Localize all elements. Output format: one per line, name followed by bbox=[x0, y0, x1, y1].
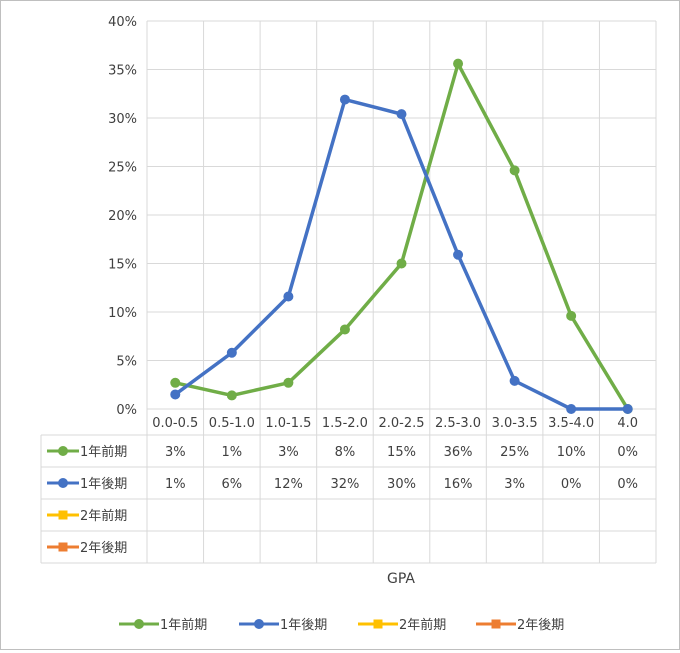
table-legend-key-marker bbox=[58, 478, 68, 488]
data-point bbox=[170, 389, 181, 400]
legend-item: 2年後期 bbox=[476, 618, 564, 633]
table-cell-value: 3% bbox=[278, 445, 299, 460]
y-tick-label: 35% bbox=[108, 64, 137, 79]
table-legend-key-marker bbox=[58, 542, 68, 552]
x-tick-label: 2.0-2.5 bbox=[378, 416, 424, 431]
data-point bbox=[396, 109, 407, 120]
x-tick-label: 3.0-3.5 bbox=[492, 416, 538, 431]
data-point bbox=[339, 94, 350, 105]
table-cell-value: 16% bbox=[444, 477, 473, 492]
legend-item: 2年前期 bbox=[358, 617, 446, 633]
x-tick-label: 4.0 bbox=[617, 416, 638, 431]
table-cell-value: 10% bbox=[557, 445, 586, 460]
table-cell-value: 0% bbox=[617, 477, 638, 492]
data-point bbox=[509, 375, 520, 386]
table-series-name: 1年前期 bbox=[80, 444, 127, 460]
legend-item: 1年後期 bbox=[239, 618, 327, 633]
legend-key-marker bbox=[134, 619, 144, 629]
series-line bbox=[173, 97, 630, 411]
data-point bbox=[453, 58, 464, 69]
table-series-name: 1年後期 bbox=[80, 477, 127, 492]
data-point bbox=[509, 165, 520, 176]
table-legend-key-marker bbox=[58, 510, 68, 520]
legend-key-marker bbox=[373, 619, 383, 629]
y-tick-label: 10% bbox=[108, 306, 137, 321]
table-cell-value: 1% bbox=[165, 477, 186, 492]
y-tick-label: 0% bbox=[116, 403, 137, 418]
table-cell-value: 12% bbox=[274, 477, 303, 492]
data-point bbox=[339, 324, 350, 335]
y-tick-label: 15% bbox=[108, 258, 137, 273]
x-tick-label: 2.5-3.0 bbox=[435, 416, 481, 431]
table-cell-value: 32% bbox=[330, 477, 359, 492]
table-cell-value: 1% bbox=[222, 445, 243, 460]
table-cell-value: 30% bbox=[387, 477, 416, 492]
gridlines bbox=[146, 20, 657, 563]
table-cell-value: 0% bbox=[561, 477, 582, 492]
legend: 1年前期 1年後期 2年前期 2年後期 bbox=[119, 617, 564, 633]
table-series-name: 2年前期 bbox=[80, 508, 127, 524]
series-2 bbox=[170, 94, 633, 414]
data-point bbox=[622, 404, 633, 414]
data-point bbox=[566, 404, 577, 414]
data-point bbox=[283, 291, 294, 302]
y-tick-label: 5% bbox=[116, 355, 137, 370]
table-cell-value: 8% bbox=[335, 445, 356, 460]
legend-key-marker bbox=[491, 619, 501, 629]
data-point bbox=[283, 377, 294, 388]
legend-label: 2年前期 bbox=[399, 617, 446, 633]
table-cell-value: 25% bbox=[500, 445, 529, 460]
series-1 bbox=[170, 58, 633, 414]
x-axis-label: GPA bbox=[387, 571, 415, 587]
x-tick-label: 0.0-0.5 bbox=[152, 416, 198, 431]
table-cell-value: 0% bbox=[617, 445, 638, 460]
y-tick-label: 30% bbox=[108, 112, 137, 127]
table-cell-value: 3% bbox=[165, 445, 186, 460]
table-cell-value: 6% bbox=[222, 477, 243, 492]
table-row: 2年後期 bbox=[47, 541, 127, 556]
x-tick-label: 3.5-4.0 bbox=[548, 416, 594, 431]
y-tick-label: 20% bbox=[108, 209, 137, 224]
x-tick-label: 1.5-2.0 bbox=[322, 416, 368, 431]
table-row: 1年前期 3% 1% 3% 8% 15% 36% 25% 10% 0% bbox=[47, 444, 638, 460]
x-tick-label: 1.0-1.5 bbox=[265, 416, 311, 431]
table-cell-value: 3% bbox=[504, 477, 525, 492]
table-cell-value: 15% bbox=[387, 445, 416, 460]
legend-item: 1年前期 bbox=[119, 617, 207, 633]
data-point bbox=[396, 258, 407, 269]
table-legend-key-marker bbox=[58, 446, 68, 456]
x-tick-label: 0.5-1.0 bbox=[209, 416, 255, 431]
y-tick-label: 40% bbox=[108, 15, 137, 30]
table-cell-value: 36% bbox=[444, 445, 473, 460]
legend-key-marker bbox=[254, 619, 264, 629]
data-point bbox=[170, 377, 181, 388]
legend-label: 2年後期 bbox=[517, 618, 564, 633]
y-tick-label: 25% bbox=[108, 161, 137, 176]
table-series-name: 2年後期 bbox=[80, 541, 127, 556]
y-axis-ticks: 0% 5% 10% 15% 20% 25% 30% 35% 40% bbox=[108, 15, 137, 418]
legend-label: 1年後期 bbox=[280, 618, 327, 633]
table-row: 2年前期 bbox=[47, 508, 127, 524]
data-point bbox=[226, 390, 237, 401]
data-point bbox=[453, 249, 464, 260]
data-point bbox=[566, 310, 577, 321]
x-axis-ticks: 0.0-0.5 0.5-1.0 1.0-1.5 1.5-2.0 2.0-2.5 2.5-3… bbox=[152, 416, 638, 431]
table-row: 1年後期 1% 6% 12% 32% 30% 16% 3% 0% 0% bbox=[47, 477, 638, 492]
data-point bbox=[226, 347, 237, 358]
data-table: 1年前期 3% 1% 3% 8% 15% 36% 25% 10% 0% 1年後期 1% 6% 12% 32%… bbox=[40, 434, 656, 564]
legend-label: 1年前期 bbox=[160, 617, 207, 633]
series-lines bbox=[170, 58, 633, 414]
